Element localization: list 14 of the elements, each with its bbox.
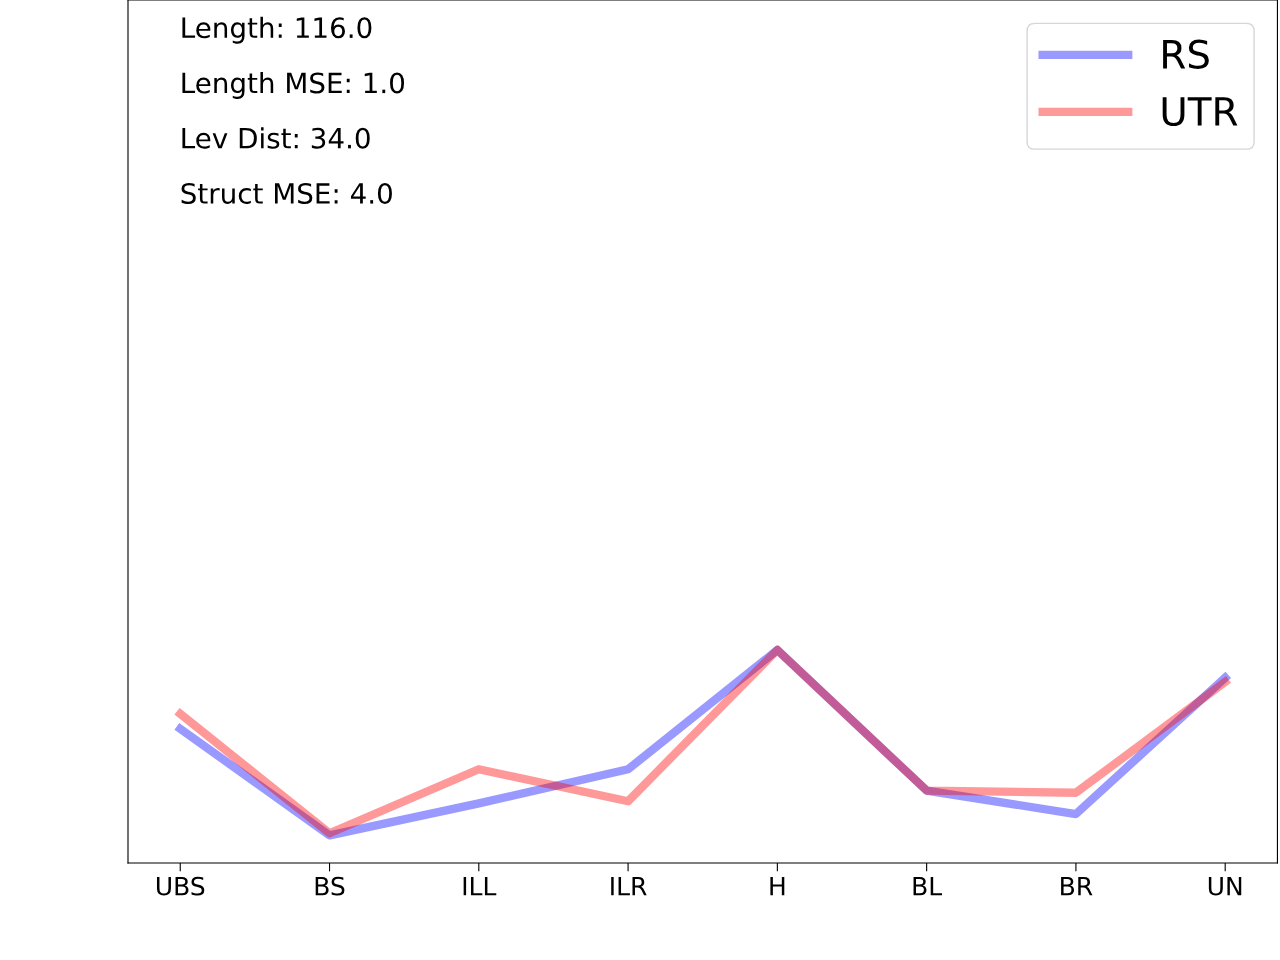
x-tick-label: ILR bbox=[611, 877, 647, 896]
text: Length MSE: 1.0 bbox=[182, 72, 405, 99]
text: Length: 116.0 bbox=[182, 16, 372, 44]
x-tick-label: BL bbox=[913, 877, 943, 896]
x-tick-label: UBS bbox=[156, 876, 205, 896]
text: Lev Dist: 34.0 bbox=[182, 127, 370, 149]
x-tick-label: BS bbox=[315, 876, 345, 896]
legend-label: UTR bbox=[1162, 97, 1238, 127]
x-tick-label: BR bbox=[1061, 877, 1093, 896]
legend-label: RS bbox=[1163, 39, 1209, 69]
x-tick-label: H bbox=[770, 877, 785, 896]
x-tick-label: ILL bbox=[463, 877, 497, 896]
text: Struct MSE: 4.0 bbox=[181, 182, 392, 204]
x-tick-label: UN bbox=[1208, 877, 1242, 896]
